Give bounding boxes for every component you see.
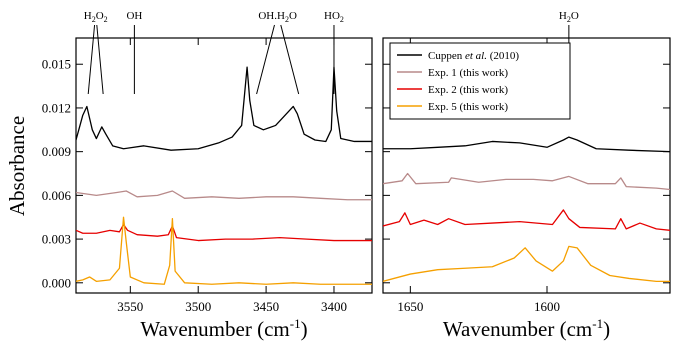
x-axis-title: Wavenumber (cm-1) bbox=[140, 316, 307, 341]
x-tick-label: 1600 bbox=[534, 299, 560, 314]
x-tick-label: 3450 bbox=[253, 299, 279, 314]
legend-label-exp2: Exp. 2 (this work) bbox=[428, 84, 508, 96]
y-tick-label: 0.012 bbox=[42, 100, 71, 115]
x-tick-label: 3400 bbox=[321, 299, 347, 314]
y-tick-label: 0.015 bbox=[42, 57, 71, 72]
series-line-exp1 bbox=[76, 190, 372, 201]
series-line-exp2 bbox=[76, 223, 372, 242]
series-line-exp1 bbox=[383, 172, 670, 191]
chart-panels: 3550 3500 3450 3400 0.000 0.003 0.006 0.009 0.01… bbox=[42, 10, 671, 341]
x-tick-label: 1650 bbox=[397, 299, 423, 314]
series-line-exp5 bbox=[383, 245, 670, 282]
panel-right: 1650 1600 Wavenumber (cm-1) H2O Cuppen et al… bbox=[382, 10, 671, 341]
plot-frame bbox=[382, 37, 671, 294]
annotation-label: H2O bbox=[559, 10, 579, 24]
x-tick-label: 3550 bbox=[117, 299, 143, 314]
y-tick-label: 0.006 bbox=[42, 188, 72, 203]
y-tick-label: 0.003 bbox=[42, 232, 71, 247]
annotation-label: OH.H2O bbox=[258, 10, 297, 24]
plot-frame bbox=[75, 37, 373, 294]
series-line-exp5 bbox=[76, 216, 372, 285]
y-axis-title: Absorbance bbox=[5, 116, 29, 216]
legend-label-cuppen: Cuppen et al. (2010) bbox=[428, 50, 519, 62]
y-tick-label: 0.000 bbox=[42, 275, 71, 290]
series-line-cuppen bbox=[76, 66, 372, 151]
x-axis-title: Wavenumber (cm-1) bbox=[443, 316, 610, 341]
legend-label-exp1: Exp. 1 (this work) bbox=[428, 67, 508, 79]
annotation-line bbox=[256, 24, 275, 95]
annotation-label: H2O2 bbox=[84, 10, 108, 24]
x-tick-label: 3500 bbox=[185, 299, 211, 314]
annotation-label: OH bbox=[126, 10, 142, 22]
legend-label-exp5: Exp. 5 (this work) bbox=[428, 101, 508, 113]
annotation-label: HO2 bbox=[324, 10, 344, 24]
series-line-exp2 bbox=[383, 209, 670, 231]
annotation-line bbox=[87, 24, 96, 95]
panel-left: 3550 3500 3450 3400 0.000 0.003 0.006 0.009 0.01… bbox=[42, 10, 373, 341]
y-tick-label: 0.009 bbox=[42, 144, 71, 159]
series-line-cuppen bbox=[383, 136, 670, 153]
y-axis-title-group: Absorbance bbox=[5, 116, 29, 216]
annotation-line bbox=[280, 24, 300, 95]
annotation-line bbox=[96, 24, 104, 95]
